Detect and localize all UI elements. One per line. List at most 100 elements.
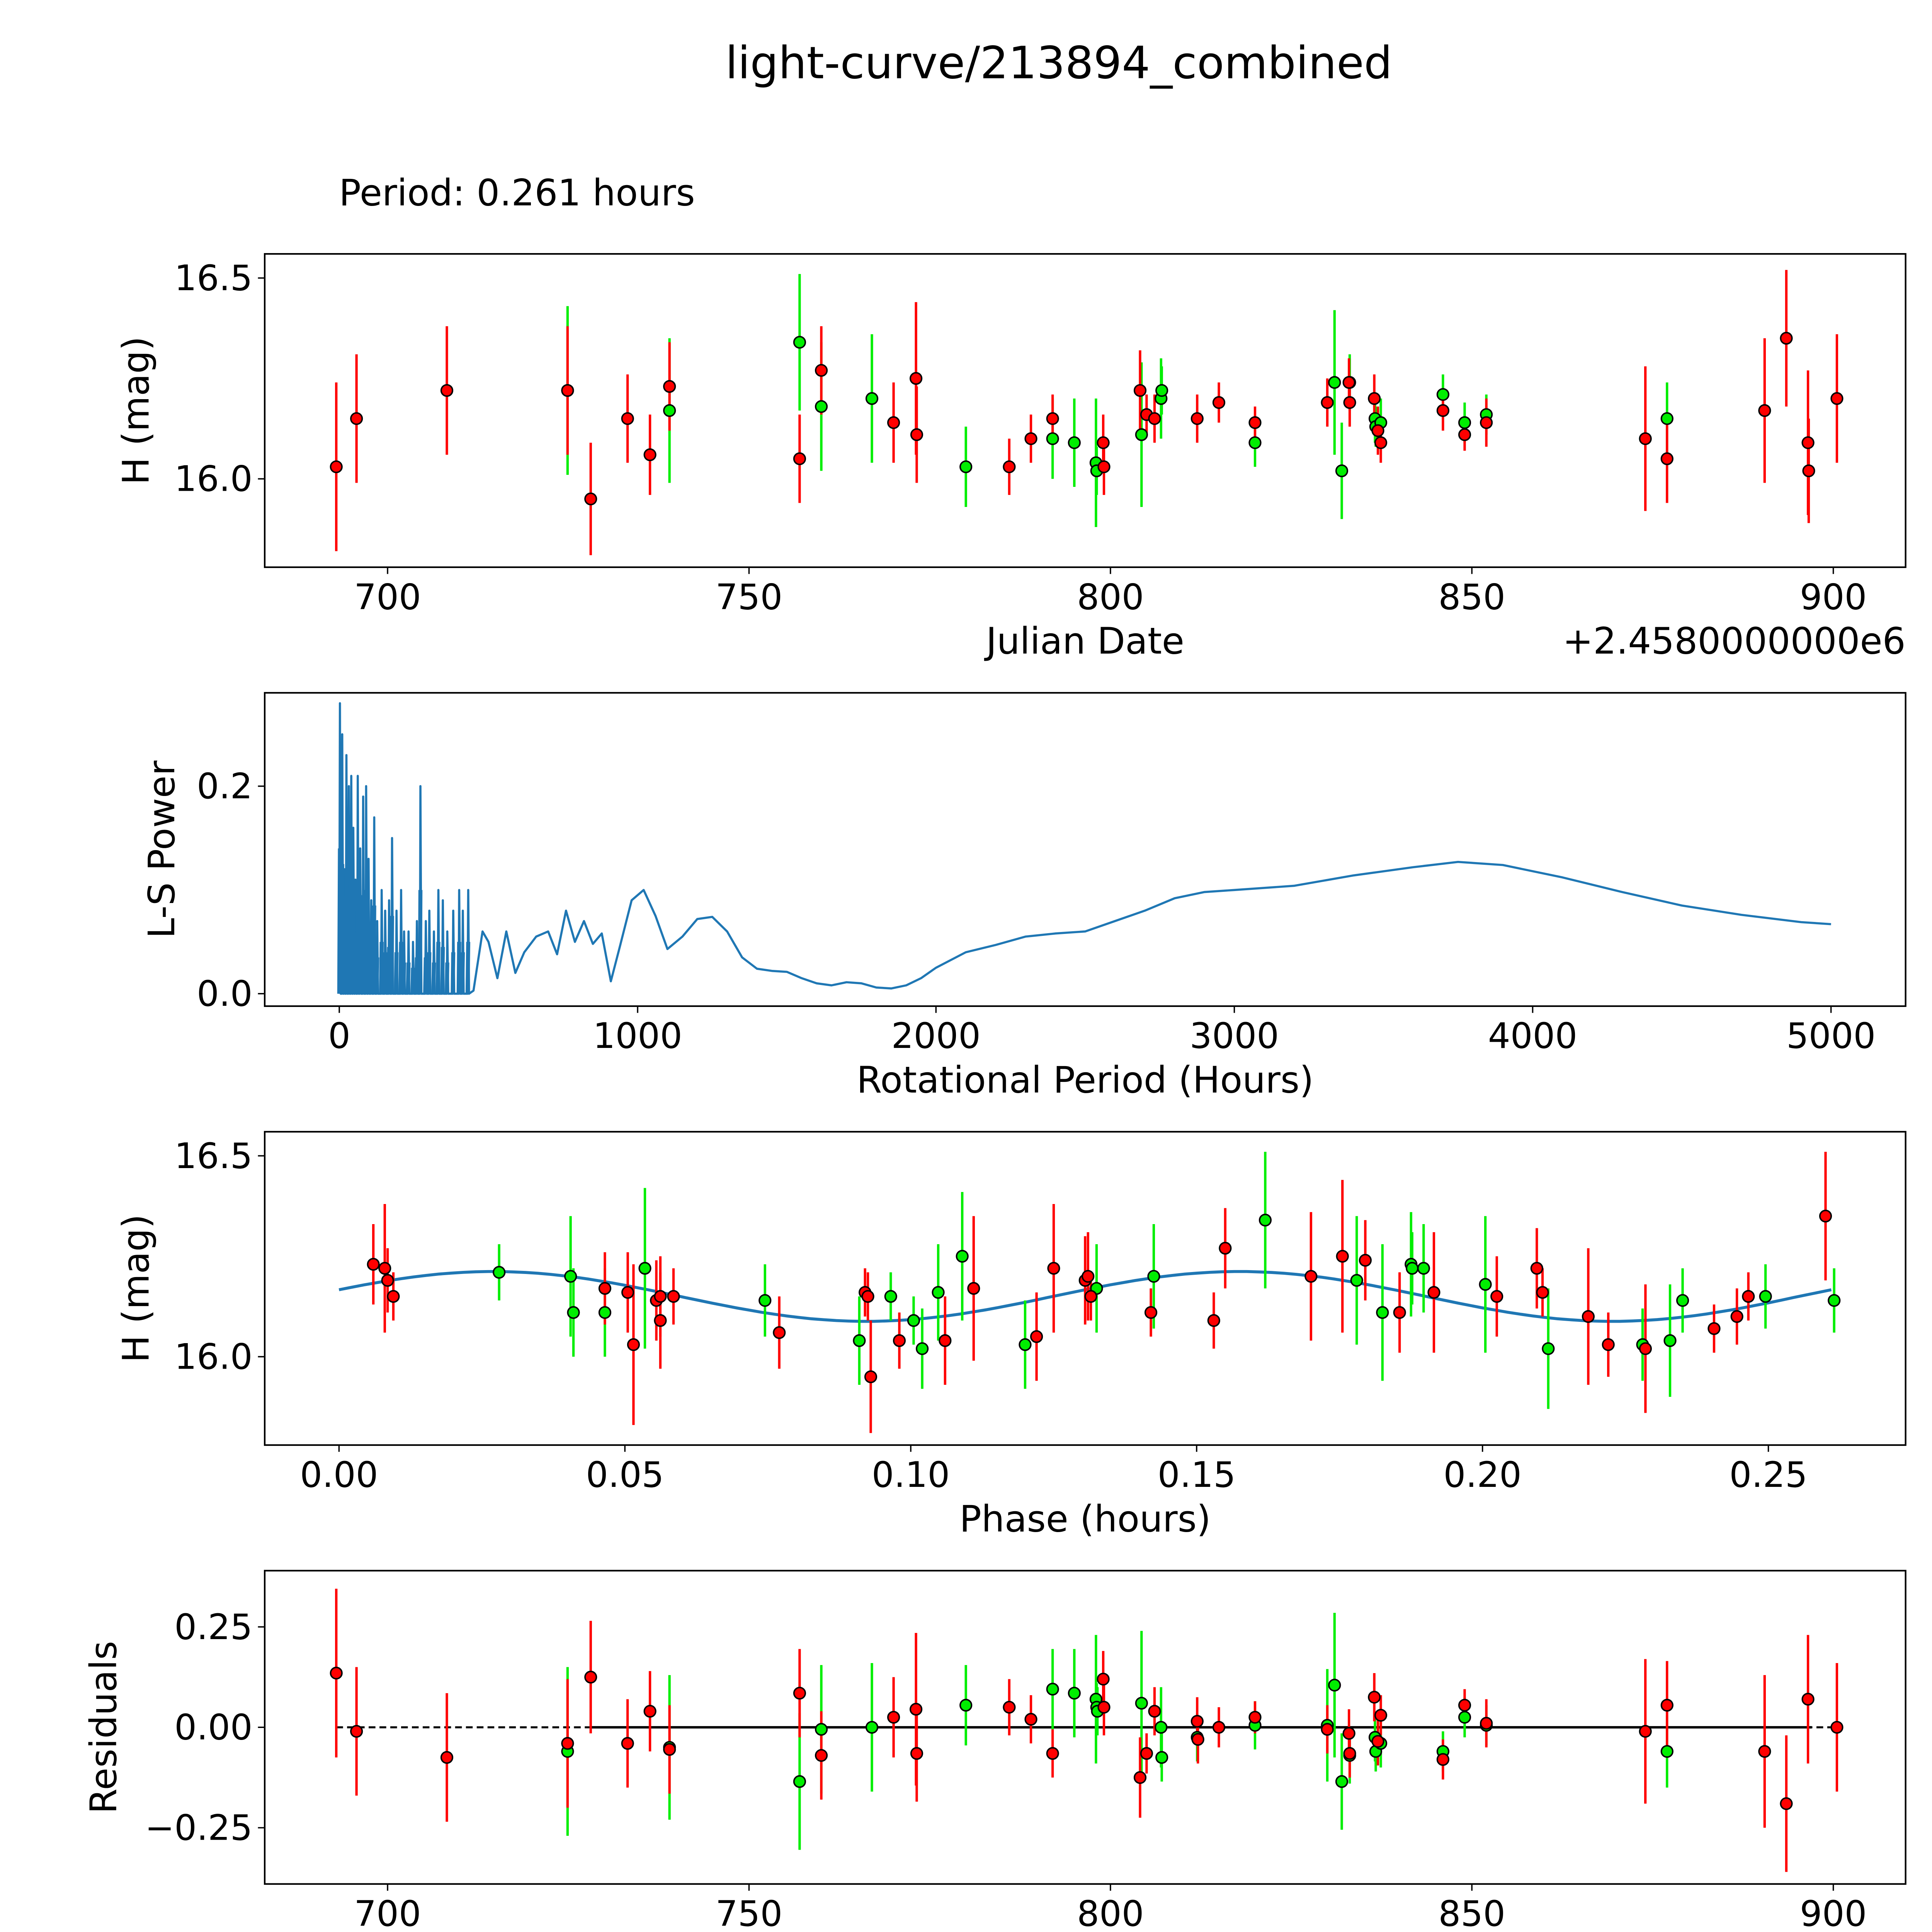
red-data-point: [1374, 436, 1388, 449]
red-data-point: [1046, 412, 1059, 425]
green-data-point: [956, 1250, 969, 1263]
red-data-point: [1368, 1690, 1381, 1704]
period-label: Period: 0.261 hours: [339, 172, 695, 214]
red-data-point: [643, 448, 656, 461]
green-data-point: [1376, 1306, 1389, 1319]
figure-title: light-curve/213894_combined: [725, 37, 1392, 89]
x-tick-label: 0: [328, 1016, 350, 1056]
red-data-point: [793, 1687, 806, 1700]
red-data-point: [939, 1334, 952, 1347]
red-data-point: [887, 416, 900, 429]
green-data-point: [959, 460, 973, 473]
red-data-point: [1248, 416, 1262, 429]
red-data-point: [1144, 1306, 1158, 1319]
green-data-point: [567, 1306, 580, 1319]
red-data-point: [561, 384, 574, 397]
red-data-point: [1480, 1717, 1493, 1730]
x-tick-label: 850: [1438, 577, 1505, 617]
red-data-point: [1304, 1270, 1318, 1283]
red-data-point: [1140, 1747, 1153, 1760]
red-data-point: [654, 1314, 667, 1327]
x-tick-label: 800: [1077, 577, 1144, 617]
plot-frame: [264, 253, 1906, 568]
green-data-point: [932, 1286, 945, 1299]
green-data-point: [1147, 1270, 1160, 1283]
red-data-point: [909, 1702, 923, 1716]
x-tick-label: 0.10: [872, 1455, 950, 1495]
green-data-point: [1458, 416, 1471, 429]
red-data-point: [1530, 1262, 1543, 1275]
red-data-point: [1480, 416, 1493, 429]
red-data-point: [910, 428, 923, 441]
x-tick-label: 0.25: [1729, 1455, 1807, 1495]
green-data-point: [663, 404, 676, 417]
green-data-point: [884, 1290, 897, 1303]
y-axis-label: H (mag): [115, 336, 157, 485]
red-data-point: [663, 1743, 676, 1756]
green-data-point: [598, 1306, 612, 1319]
periodogram-line: [338, 702, 1831, 995]
green-data-point: [793, 336, 806, 349]
green-data-point: [1542, 1342, 1555, 1355]
red-data-point: [1801, 1692, 1815, 1706]
x-tick-label: 900: [1800, 1894, 1867, 1932]
red-data-point: [1819, 1209, 1832, 1223]
red-data-point: [621, 1737, 634, 1750]
green-data-point: [1259, 1214, 1272, 1227]
x-tick-label: 4000: [1488, 1016, 1577, 1056]
red-data-point: [1758, 1745, 1771, 1758]
green-data-point: [1676, 1294, 1689, 1307]
red-data-point: [910, 1747, 923, 1760]
red-data-point: [1371, 1735, 1384, 1748]
red-data-point: [1024, 432, 1037, 445]
red-data-point: [584, 492, 597, 505]
green-data-point: [1068, 436, 1081, 449]
green-data-point: [1046, 432, 1059, 445]
red-data-point: [1436, 404, 1449, 417]
x-tick-label: 1000: [593, 1016, 682, 1056]
red-data-point: [663, 380, 676, 393]
red-data-point: [1030, 1330, 1043, 1343]
green-data-point: [1155, 1721, 1168, 1734]
y-axis-label: Residuals: [83, 1641, 125, 1814]
x-tick-label: 0.20: [1444, 1455, 1522, 1495]
red-data-point: [1780, 1797, 1793, 1810]
red-data-point: [1207, 1314, 1220, 1327]
red-data-point: [1097, 1701, 1111, 1714]
red-data-point: [350, 412, 363, 425]
x-tick-label: 3000: [1190, 1016, 1279, 1056]
red-data-point: [1212, 1721, 1226, 1734]
red-data-point: [793, 452, 806, 465]
red-data-point: [1248, 1711, 1262, 1724]
red-data-point: [864, 1370, 878, 1383]
green-data-point: [1663, 1334, 1677, 1347]
green-data-point: [959, 1699, 973, 1712]
red-data-point: [1639, 1725, 1652, 1738]
red-data-point: [1368, 392, 1381, 405]
x-tick-label: 750: [716, 577, 782, 617]
green-data-point: [1660, 412, 1673, 425]
red-data-point: [1436, 1753, 1449, 1766]
x-tick-label: 0.15: [1158, 1455, 1236, 1495]
plot-frame: [264, 1131, 1906, 1446]
green-data-point: [815, 1723, 828, 1736]
green-data-point: [564, 1270, 577, 1283]
green-data-point: [907, 1314, 920, 1327]
x-tick-label: 850: [1438, 1894, 1505, 1932]
green-data-point: [638, 1262, 651, 1275]
red-data-point: [1343, 1747, 1356, 1760]
red-data-point: [1393, 1306, 1406, 1319]
red-data-point: [1133, 384, 1147, 397]
red-data-point: [1046, 1747, 1059, 1760]
green-data-point: [1019, 1338, 1032, 1351]
red-data-point: [1212, 396, 1226, 409]
red-data-point: [1343, 396, 1356, 409]
red-data-point: [621, 1286, 634, 1299]
red-data-point: [815, 364, 828, 377]
y-tick-label: 0.25: [174, 1607, 252, 1648]
red-data-point: [1342, 1727, 1355, 1740]
green-data-point: [1828, 1294, 1841, 1307]
red-data-point: [1427, 1286, 1440, 1299]
